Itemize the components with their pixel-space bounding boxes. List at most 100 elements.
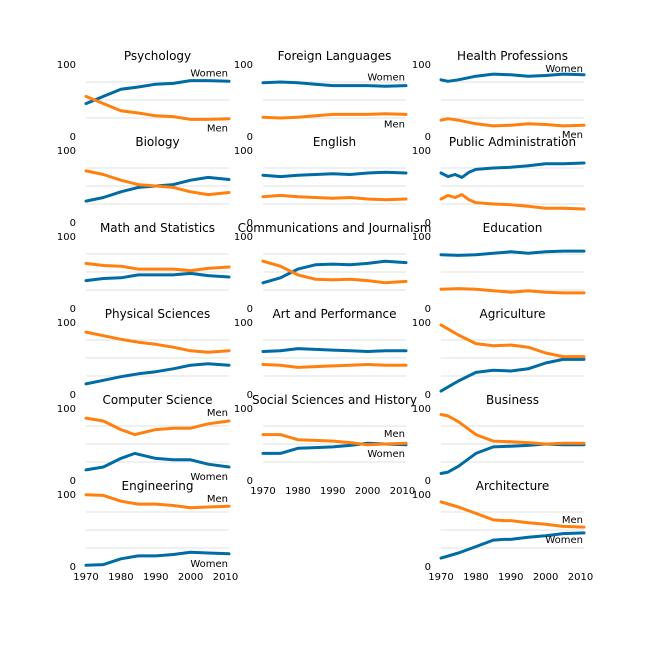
series-line-women [84, 362, 231, 386]
series-label-women: Women [190, 68, 228, 79]
series-line-women [84, 271, 231, 283]
series-line-women [439, 249, 586, 257]
series-line-women [84, 175, 231, 203]
panel-computer-science: Computer Science 0 100 Women Men [57, 393, 231, 487]
x-tick-label: 1980 [108, 572, 133, 583]
panel-health-professions: Health Professions 0 100 Women Men [412, 49, 586, 143]
series-label-women: Women [545, 535, 583, 546]
y-tick-label: 100 [234, 60, 253, 71]
series-line-men [439, 413, 586, 446]
panel-title: Computer Science [103, 393, 213, 407]
y-tick-label: 100 [412, 60, 431, 71]
panel-education: Education 0 100 [412, 221, 586, 315]
panel-title: Architecture [476, 479, 549, 493]
series-line-men [261, 433, 408, 447]
panel-title: Health Professions [457, 49, 568, 63]
x-tick-label: 1970 [428, 572, 453, 583]
series-label-men: Men [207, 124, 228, 135]
panel-english: English 0 100 [234, 135, 408, 229]
panel-business: Business 0 100 [412, 393, 586, 487]
y-tick-label: 100 [234, 404, 253, 415]
y-tick-label: 100 [412, 404, 431, 415]
series-line-men [261, 363, 408, 369]
y-tick-label: 100 [234, 318, 253, 329]
panel-title: Art and Performance [272, 307, 396, 321]
x-tick-label: 2010 [390, 486, 415, 497]
x-tick-label: 1990 [320, 486, 345, 497]
y-tick-label: 100 [234, 232, 253, 243]
y-tick-label: 100 [57, 404, 76, 415]
y-tick-label: 100 [57, 232, 76, 243]
y-tick-label: 0 [247, 304, 253, 315]
panel-title: Engineering [122, 479, 194, 493]
series-label-women: Women [190, 559, 228, 570]
series-line-men [84, 330, 231, 354]
series-label-women: Women [190, 472, 228, 483]
panel-title: Math and Statistics [100, 221, 215, 235]
panel-art-and-performance: Art and Performance 0 100 [234, 307, 408, 401]
y-tick-label: 0 [425, 304, 431, 315]
series-line-women [84, 79, 231, 106]
series-label-men: Men [562, 515, 583, 526]
series-line-women [439, 72, 586, 83]
series-line-women [439, 161, 586, 179]
y-tick-label: 0 [425, 390, 431, 401]
y-tick-label: 0 [247, 218, 253, 229]
series-line-men [84, 94, 231, 121]
panel-title: English [313, 135, 356, 149]
x-tick-label: 2010 [213, 572, 238, 583]
x-tick-label: 1990 [498, 572, 523, 583]
series-line-women [261, 347, 408, 353]
x-tick-label: 1980 [285, 486, 310, 497]
y-tick-label: 0 [425, 218, 431, 229]
series-line-women [84, 550, 231, 567]
x-tick-label: 1970 [73, 572, 98, 583]
series-line-men [261, 112, 408, 120]
panel-biology: Biology 0 100 [57, 135, 231, 229]
panel-title: Psychology [124, 49, 191, 63]
panel-foreign-languages: Foreign Languages 0 100 Women Men [234, 49, 408, 143]
panel-title: Foreign Languages [278, 49, 392, 63]
x-tick-label: 2000 [178, 572, 203, 583]
panel-title: Agriculture [480, 307, 546, 321]
y-tick-label: 0 [70, 218, 76, 229]
series-line-women [439, 357, 586, 393]
series-line-men [439, 287, 586, 295]
series-line-men [439, 193, 586, 211]
series-line-women [261, 170, 408, 179]
panel-math-and-statistics: Math and Statistics 0 100 [57, 221, 231, 315]
x-tick-label: 2010 [568, 572, 593, 583]
y-tick-label: 100 [412, 232, 431, 243]
series-label-women: Women [545, 64, 583, 75]
y-tick-label: 0 [425, 132, 431, 143]
panel-title: Physical Sciences [105, 307, 210, 321]
series-line-men [439, 500, 586, 529]
y-tick-label: 100 [57, 60, 76, 71]
series-line-women [84, 451, 231, 472]
y-tick-label: 100 [57, 146, 76, 157]
series-label-men: Men [207, 408, 228, 419]
y-tick-label: 0 [247, 476, 253, 487]
series-line-men [439, 323, 586, 359]
series-line-women [261, 80, 408, 88]
x-tick-label: 1980 [463, 572, 488, 583]
panel-architecture: Architecture 0 100 1970 1980 1990 2000 2010 Wome… [412, 479, 593, 583]
series-label-women: Women [367, 73, 405, 84]
series-line-men [439, 117, 586, 128]
y-tick-label: 100 [412, 490, 431, 501]
series-line-women [261, 259, 408, 285]
series-line-men [84, 261, 231, 273]
y-tick-label: 0 [70, 304, 76, 315]
panel-title: Biology [135, 135, 179, 149]
panel-physical-sciences: Physical Sciences 0 100 [57, 307, 231, 401]
y-tick-label: 0 [70, 476, 76, 487]
y-tick-label: 0 [70, 132, 76, 143]
series-label-men: Men [384, 429, 405, 440]
y-tick-label: 0 [425, 562, 431, 573]
x-tick-label: 1970 [250, 486, 275, 497]
panel-title: Education [483, 221, 543, 235]
panel-title: Communications and Journalism [238, 221, 432, 235]
